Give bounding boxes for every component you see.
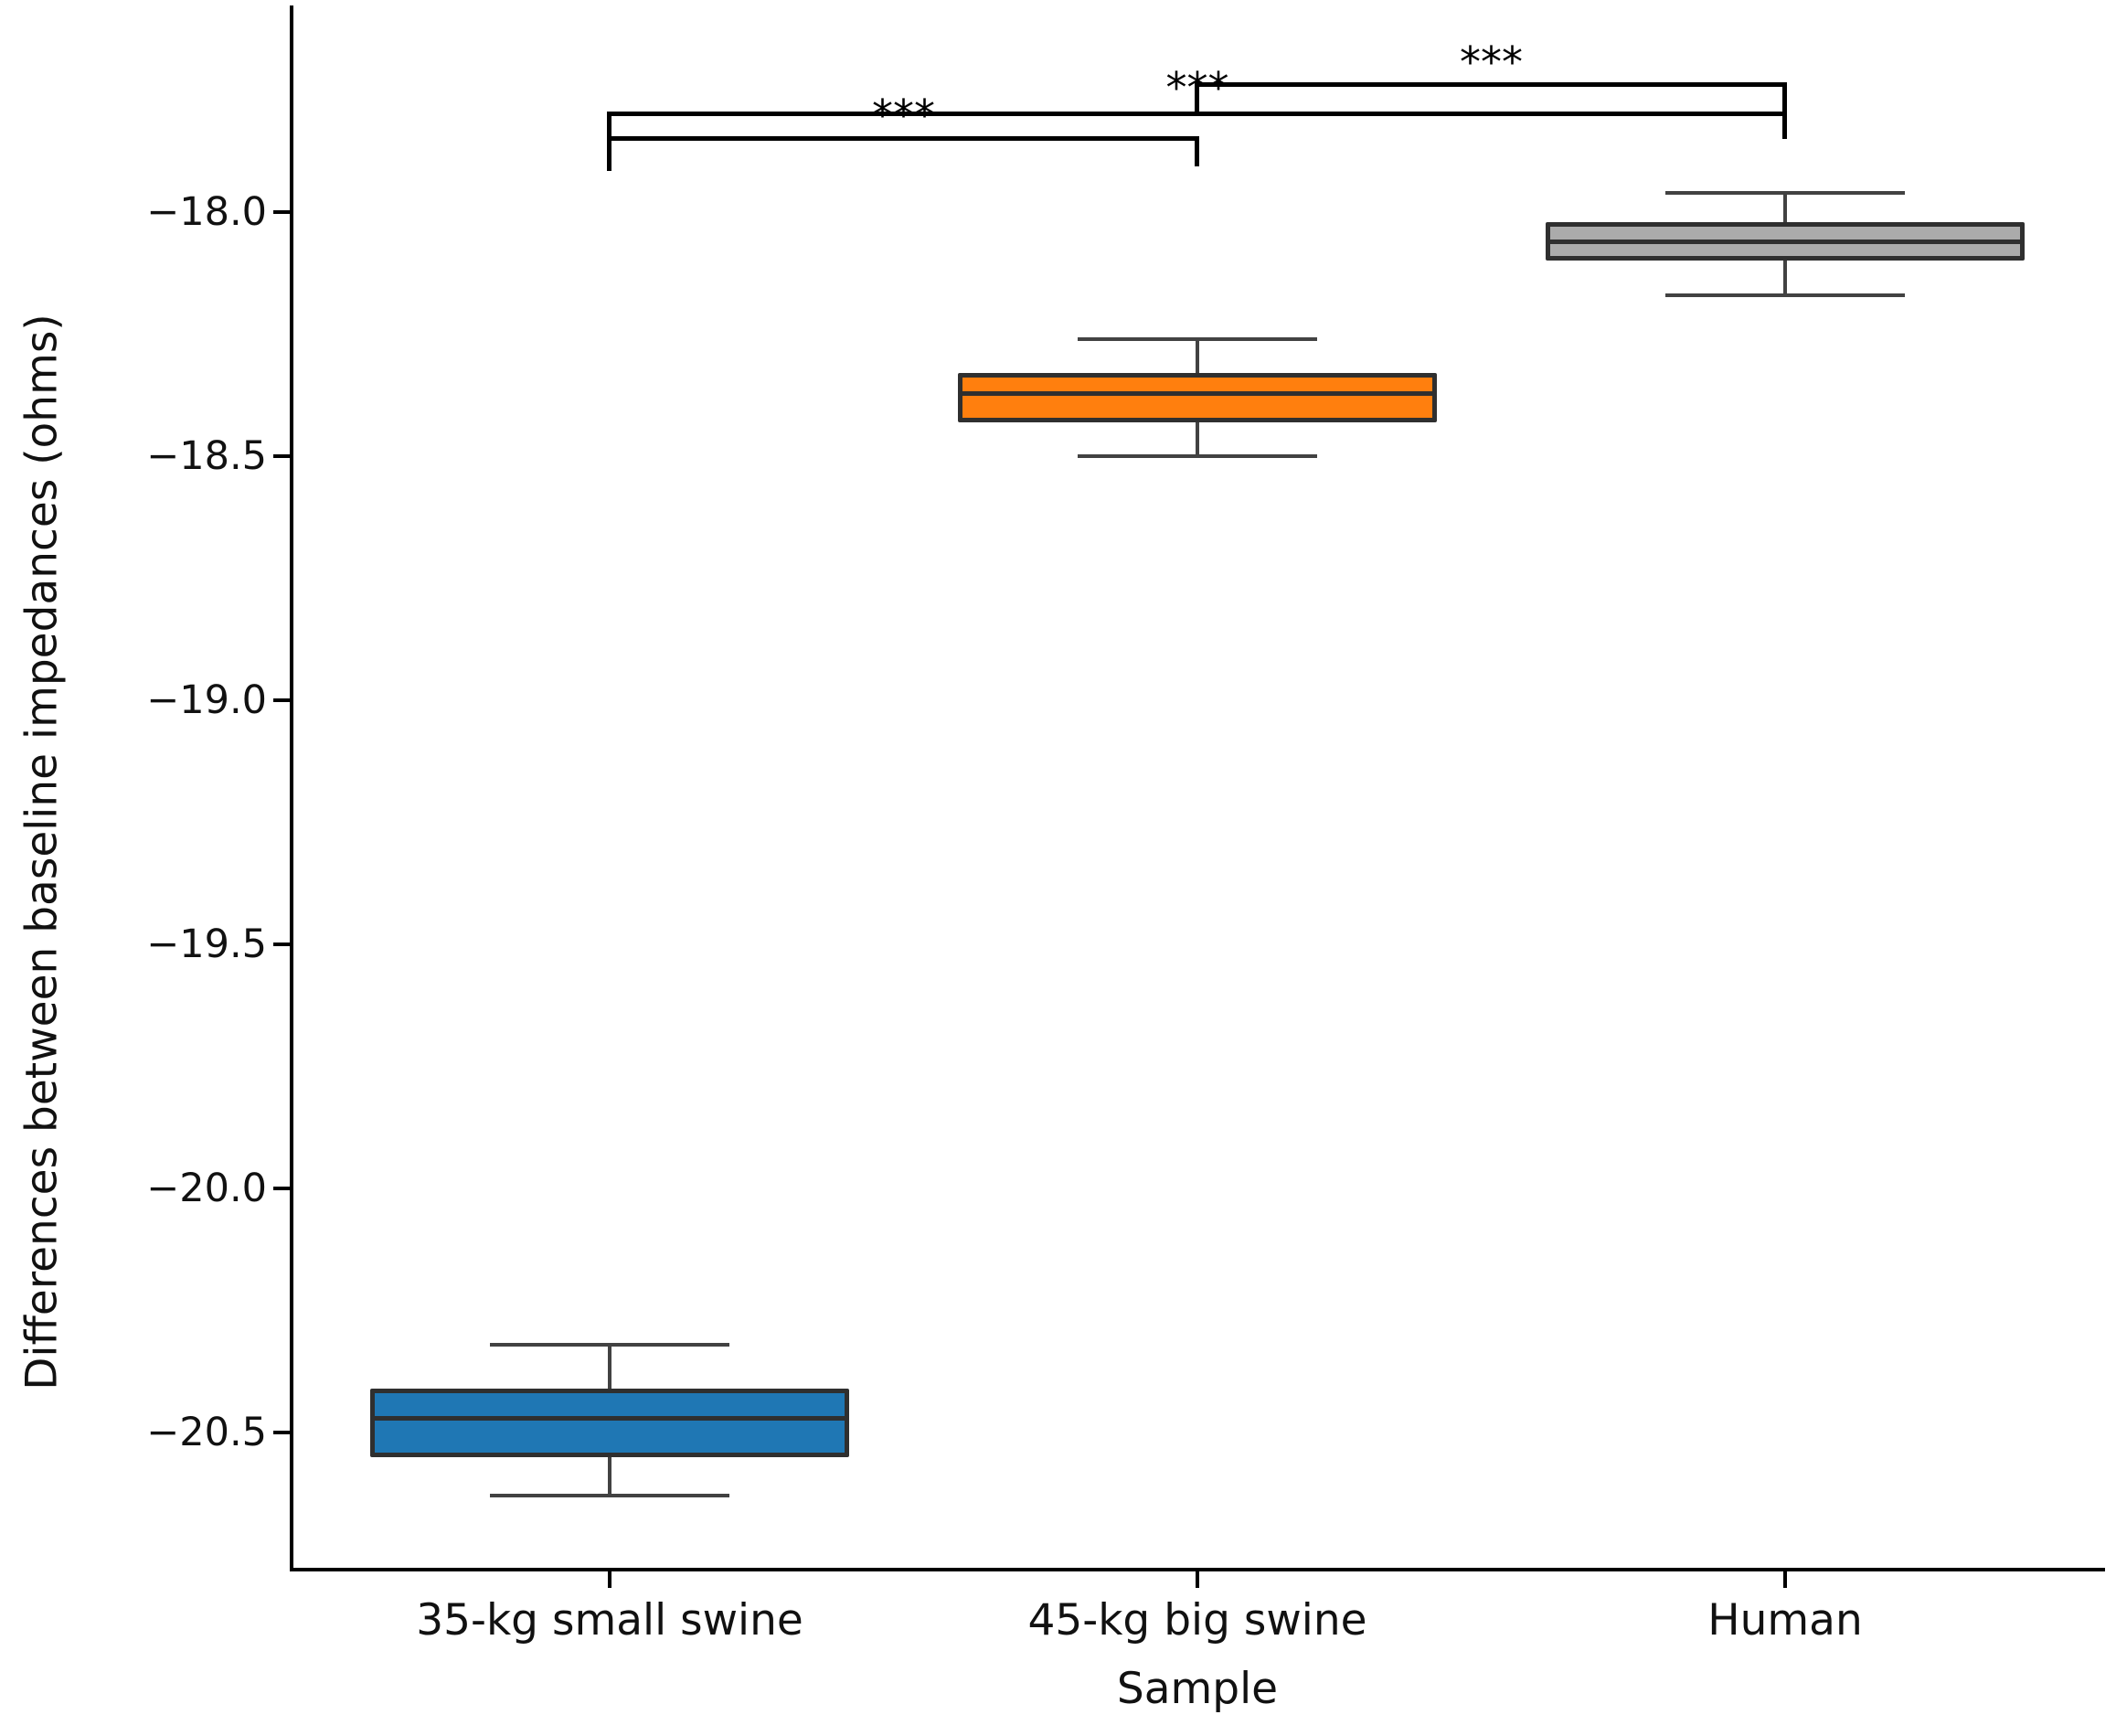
lower-whisker-cap bbox=[1078, 454, 1317, 458]
y-tick-mark bbox=[273, 210, 290, 214]
lower-whisker-cap bbox=[490, 1494, 729, 1498]
y-tick-label: −19.5 bbox=[146, 921, 267, 967]
lower-whisker bbox=[1783, 261, 1787, 295]
significance-bracket-bar bbox=[1195, 82, 1787, 87]
upper-whisker-cap bbox=[490, 1342, 729, 1347]
y-tick-label: −19.0 bbox=[146, 677, 267, 723]
box-2 bbox=[958, 373, 1437, 422]
significance-bracket-drop bbox=[607, 112, 611, 171]
significance-bracket-drop bbox=[1782, 82, 1787, 139]
lower-whisker-cap bbox=[1665, 293, 1905, 297]
median-line bbox=[1550, 240, 2020, 245]
x-axis-spine bbox=[290, 1568, 2105, 1571]
x-axis-label: Sample bbox=[1116, 1664, 1279, 1714]
x-tick-label: 35-kg small swine bbox=[416, 1595, 803, 1645]
median-line bbox=[962, 390, 1432, 396]
upper-whisker bbox=[1196, 338, 1199, 374]
significance-bracket-bar bbox=[607, 112, 1787, 116]
y-axis-label: Differences between baseline impedances … bbox=[16, 314, 68, 1390]
upper-whisker-cap bbox=[1665, 190, 1905, 195]
x-tick-mark bbox=[608, 1571, 611, 1588]
y-tick-mark bbox=[273, 1431, 290, 1434]
y-tick-label: −18.0 bbox=[146, 189, 267, 235]
x-tick-label: 45-kg big swine bbox=[1027, 1595, 1367, 1645]
upper-whisker bbox=[608, 1344, 611, 1389]
y-tick-mark bbox=[273, 454, 290, 458]
y-axis-spine bbox=[290, 5, 293, 1571]
significance-stars: *** bbox=[1460, 37, 1523, 87]
upper-whisker bbox=[1783, 192, 1787, 222]
lower-whisker bbox=[1196, 421, 1199, 456]
median-line bbox=[375, 1415, 845, 1421]
y-tick-label: −18.5 bbox=[146, 433, 267, 479]
x-tick-mark bbox=[1196, 1571, 1199, 1588]
y-tick-mark bbox=[273, 943, 290, 946]
x-tick-label: Human bbox=[1707, 1595, 1863, 1645]
lower-whisker bbox=[608, 1456, 611, 1496]
significance-bracket-bar bbox=[607, 136, 1199, 141]
y-tick-label: −20.5 bbox=[146, 1410, 267, 1455]
x-tick-mark bbox=[1783, 1571, 1787, 1588]
y-tick-label: −20.0 bbox=[146, 1166, 267, 1211]
box-1 bbox=[370, 1388, 849, 1457]
upper-whisker-cap bbox=[1078, 336, 1317, 341]
y-tick-mark bbox=[273, 698, 290, 702]
y-tick-mark bbox=[273, 1187, 290, 1190]
significance-bracket-drop bbox=[1195, 136, 1199, 166]
significance-bracket-drop bbox=[1195, 82, 1199, 113]
